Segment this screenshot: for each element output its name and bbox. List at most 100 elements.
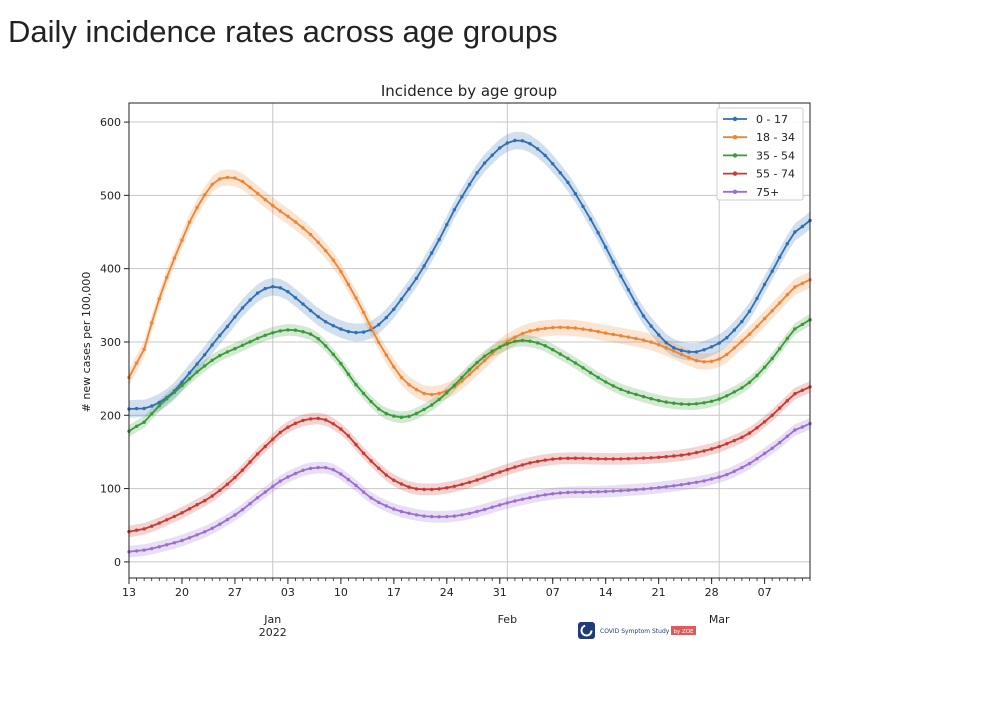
series-point: [203, 364, 207, 368]
series-point: [535, 341, 540, 345]
series-point: [293, 421, 298, 425]
series-point: [604, 489, 608, 494]
series-point: [384, 353, 388, 357]
series-point: [657, 333, 661, 337]
series-point: [573, 326, 578, 330]
series-point: [619, 274, 623, 278]
legend-box: [716, 107, 804, 201]
series-point: [482, 358, 487, 363]
series-point: [740, 465, 744, 470]
series-point: [172, 256, 177, 260]
series-point: [180, 383, 184, 388]
series-point: [377, 340, 381, 345]
series-point: [286, 328, 290, 332]
series-point: [573, 361, 578, 365]
series-point: [414, 513, 419, 517]
series-point: [785, 293, 789, 297]
series-point: [672, 346, 676, 350]
y-tick-label: 200: [100, 409, 121, 422]
series-point: [286, 425, 290, 429]
series-point: [331, 468, 335, 472]
series-point: [467, 372, 472, 377]
series-point: [619, 387, 623, 392]
x-tick-label: 07: [758, 586, 772, 599]
series-point: [558, 491, 562, 495]
series-point: [793, 230, 797, 234]
series-point: [709, 345, 714, 349]
series-point: [490, 505, 494, 509]
series-point: [233, 475, 237, 480]
series-point: [588, 371, 593, 375]
series-point: [233, 176, 237, 180]
series-band: [129, 169, 810, 403]
series-band: [129, 131, 810, 418]
series-point: [793, 327, 797, 331]
series-point: [641, 338, 646, 342]
series-point: [308, 232, 313, 237]
series-point: [747, 332, 752, 336]
series-point: [271, 285, 275, 289]
series-point: [172, 541, 177, 545]
series-point: [596, 375, 600, 380]
series-point: [142, 548, 146, 552]
series-point: [762, 420, 767, 424]
series-point: [165, 518, 169, 522]
series-point: [278, 286, 282, 290]
series-point: [747, 309, 752, 313]
series-point: [339, 472, 343, 476]
chart-title: Incidence by age group: [381, 82, 557, 100]
series-point: [619, 457, 623, 461]
series-point: [475, 509, 479, 514]
series-point: [218, 488, 222, 493]
series-point: [702, 360, 706, 364]
series-point: [422, 407, 426, 412]
series-point: [588, 456, 593, 461]
series-point: [755, 426, 759, 430]
series-point: [339, 361, 343, 366]
series-point: [679, 352, 684, 357]
x-tick-label: 21: [652, 586, 666, 599]
series-point: [142, 527, 146, 531]
series-point: [679, 453, 684, 457]
series-point: [301, 330, 305, 334]
series-point: [324, 344, 328, 348]
series-point: [520, 463, 525, 467]
series-point: [331, 324, 335, 328]
series-point: [626, 335, 631, 339]
series-point: [248, 185, 252, 190]
series-point: [407, 485, 411, 489]
series-point: [324, 320, 328, 324]
series-point: [187, 507, 192, 511]
series-point: [331, 352, 335, 356]
series-point: [505, 141, 509, 145]
series-point: [377, 323, 381, 327]
series-point: [566, 490, 570, 495]
series-point: [399, 375, 404, 380]
series-point: [278, 329, 282, 333]
series-point: [694, 480, 699, 484]
x-tick-label: 17: [387, 586, 401, 599]
series-point: [218, 177, 222, 181]
series-point: [346, 477, 351, 482]
series-point: [134, 549, 139, 553]
series-point: [604, 457, 608, 461]
series-point: [770, 446, 774, 450]
series-point: [392, 307, 396, 311]
series-point: [717, 397, 721, 401]
series-point: [278, 209, 282, 213]
series-point: [717, 341, 721, 345]
series-point: [770, 269, 774, 273]
series-point: [308, 332, 313, 336]
x-tick-label: 13: [122, 586, 136, 599]
series-point: [150, 412, 154, 416]
series-point: [762, 282, 767, 287]
series-point: [672, 401, 676, 405]
series-point: [460, 482, 464, 487]
series-point: [369, 459, 373, 463]
series-point: [210, 358, 214, 362]
series-point: [240, 507, 245, 512]
series-point: [445, 223, 449, 227]
page-title: Daily incidence rates across age groups: [8, 14, 558, 49]
series-point: [422, 487, 426, 492]
series-point: [725, 442, 729, 446]
